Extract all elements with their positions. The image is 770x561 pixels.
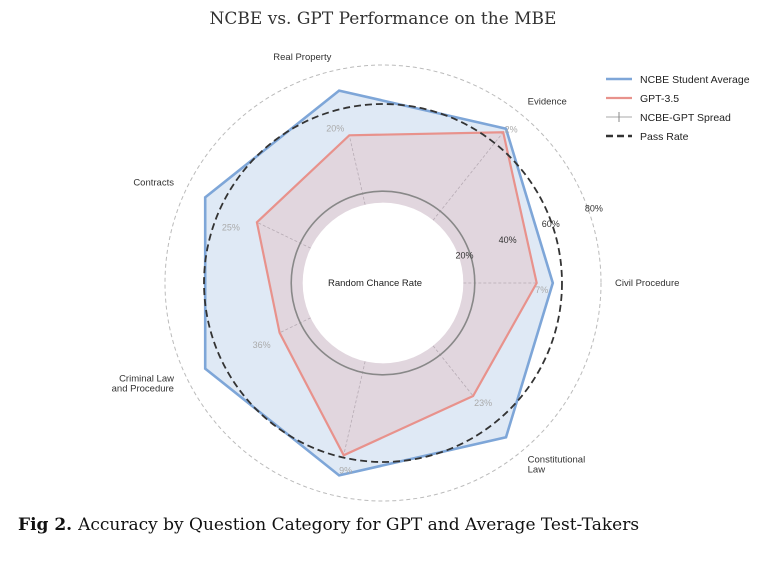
radial-tick-label: 40% xyxy=(499,235,517,245)
spread-label: 20% xyxy=(326,123,344,133)
center-label: Random Chance Rate xyxy=(328,278,422,289)
axis-category-label: Real Property xyxy=(273,52,331,63)
random-chance-circle xyxy=(290,190,476,376)
radial-tick-label: 80% xyxy=(585,203,603,213)
axis-category-label: Evidence xyxy=(528,97,567,108)
axis-category-label: Criminal Law and Procedure xyxy=(112,374,174,395)
spread-label: 23% xyxy=(474,398,492,408)
axis-category-label: Torts xyxy=(311,504,332,505)
legend: NCBE Student Average GPT-3.5 NCBE-GPT Spre… xyxy=(606,74,750,143)
caption-label: Fig 2. xyxy=(18,515,73,535)
spoke-line xyxy=(343,361,366,456)
axis-category-label: Contracts xyxy=(133,177,174,188)
figure-caption: Fig 2. Accuracy by Question Category for … xyxy=(18,515,758,535)
spoke-line xyxy=(279,317,311,334)
axis-category-label: Civil Procedure xyxy=(615,278,679,289)
spread-label: 36% xyxy=(253,340,271,350)
spread-label: 7% xyxy=(535,285,548,295)
axis-category-label: Constitutional Law xyxy=(528,454,586,475)
legend-entry-label: NCBE-GPT Spread xyxy=(640,112,731,124)
legend-entry-label: GPT-3.5 xyxy=(640,93,679,105)
caption-text: Accuracy by Question Category for GPT an… xyxy=(78,515,640,535)
legend-entry-label: NCBE Student Average xyxy=(640,74,750,86)
spoke-line xyxy=(432,132,504,221)
plot-area: 20% 40% 60% 80% 7% 2% 20% 25% 36% 9% 23% Civil Proc… xyxy=(112,52,680,505)
radar-chart: NCBE vs. GPT Performance on the MBE 20% 4… xyxy=(112,9,750,505)
radial-tick-label: 60% xyxy=(542,219,560,229)
radial-tick-label: 20% xyxy=(455,251,473,261)
legend-entry-label: Pass Rate xyxy=(640,131,689,143)
spread-label: 2% xyxy=(505,124,518,134)
outer-frame xyxy=(164,64,602,502)
center-hole xyxy=(302,202,464,364)
pass-rate-circle xyxy=(203,103,563,463)
spread-label: 25% xyxy=(222,222,240,232)
spread-label: 9% xyxy=(339,465,352,475)
chart-title: NCBE vs. GPT Performance on the MBE xyxy=(210,9,557,29)
